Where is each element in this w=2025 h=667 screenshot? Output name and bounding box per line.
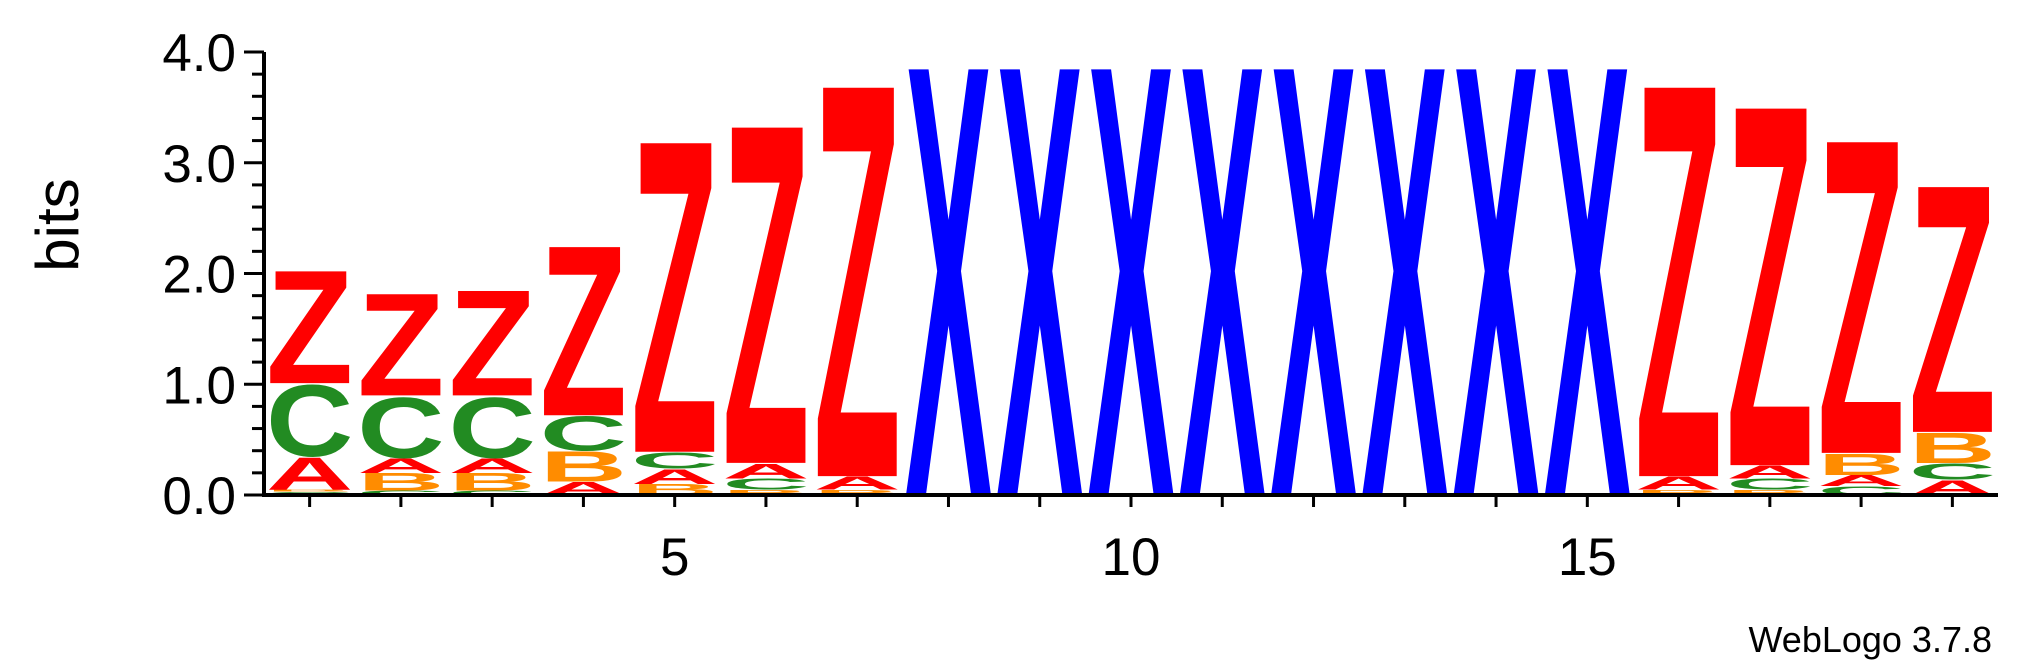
x-tick-label: 10 <box>1102 528 1161 587</box>
logo-glyph-a: A <box>814 473 901 494</box>
y-axis-title: bits <box>24 178 91 271</box>
logo-glyph-c: C <box>266 364 353 478</box>
logo-glyph-x: X <box>1452 0 1540 626</box>
logo-glyph-x: X <box>1087 0 1175 626</box>
logo-glyph-c: C <box>449 380 536 476</box>
logo-glyph-b: B <box>449 468 536 496</box>
logo-glyph-c: C <box>540 406 627 462</box>
logo-glyph-a: A <box>1817 472 1904 489</box>
y-tick-label: 1.0 <box>162 356 236 415</box>
logo-glyph-z: Z <box>266 238 353 419</box>
y-tick-label: 2.0 <box>162 246 236 305</box>
logo-glyph-a: A <box>266 448 353 500</box>
logo-glyph-c: C <box>722 476 809 493</box>
y-tick-label: 3.0 <box>162 135 236 194</box>
logo-glyph-z: Z <box>1726 0 1813 576</box>
glyph-stacks: CBACZCBACZCBACZABCZBACZBCAZBAZXXXXXXXXBA… <box>266 0 1996 626</box>
axes: 0.0 1.0 2.0 3.0 4.0 5 10 15 <box>162 24 1998 587</box>
logo-glyph-b: B <box>1909 424 1996 472</box>
x-tick-label: 5 <box>660 528 689 587</box>
logo-glyph-x: X <box>905 0 993 626</box>
logo-glyph-a: A <box>1726 462 1813 483</box>
logo-glyph-c: C <box>357 380 444 476</box>
logo-glyph-z: Z <box>1909 112 1996 508</box>
logo-glyph-b: B <box>722 488 809 497</box>
logo-glyph-a: A <box>631 464 718 488</box>
logo-glyph-b: B <box>814 488 901 497</box>
logo-glyph-x: X <box>996 0 1084 626</box>
logo-glyph-z: Z <box>1635 0 1722 597</box>
logo-glyph-z: Z <box>631 46 718 547</box>
logo-glyph-b: B <box>540 443 627 491</box>
x-tick-label: 15 <box>1558 528 1617 587</box>
logo-glyph-b: B <box>1635 488 1722 497</box>
logo-glyph-z: Z <box>814 0 901 597</box>
logo-glyph-b: B <box>266 489 353 492</box>
logo-glyph-z: Z <box>722 23 809 567</box>
logo-glyph-x: X <box>1361 0 1449 626</box>
logo-glyph-a: A <box>722 459 809 483</box>
weblogo-credit: WebLogo 3.7.8 <box>1748 619 1992 660</box>
logo-glyph-b: B <box>357 468 444 496</box>
logo-glyph-a: A <box>449 453 536 477</box>
logo-glyph-b: B <box>1817 447 1904 482</box>
logo-glyph-x: X <box>1544 0 1632 626</box>
logo-glyph-b: B <box>1726 488 1813 497</box>
logo-glyph-z: Z <box>449 259 536 428</box>
y-tick-label: 4.0 <box>162 24 236 83</box>
logo-glyph-c: C <box>357 490 444 497</box>
logo-glyph-c: C <box>1909 459 1996 485</box>
logo-glyph-x: X <box>1270 0 1358 626</box>
y-tick-label: 0.0 <box>162 467 236 526</box>
logo-glyph-a: A <box>357 453 444 477</box>
logo-glyph-z: Z <box>357 262 444 426</box>
logo-glyph-c: C <box>631 448 718 474</box>
logo-glyph-x: X <box>1179 0 1267 626</box>
logo-glyph-a: A <box>1635 473 1722 494</box>
logo-glyph-c: C <box>1726 476 1813 493</box>
logo-glyph-z: Z <box>1817 44 1904 548</box>
logo-glyph-z: Z <box>540 195 627 467</box>
logo-glyph-c: C <box>449 490 536 497</box>
